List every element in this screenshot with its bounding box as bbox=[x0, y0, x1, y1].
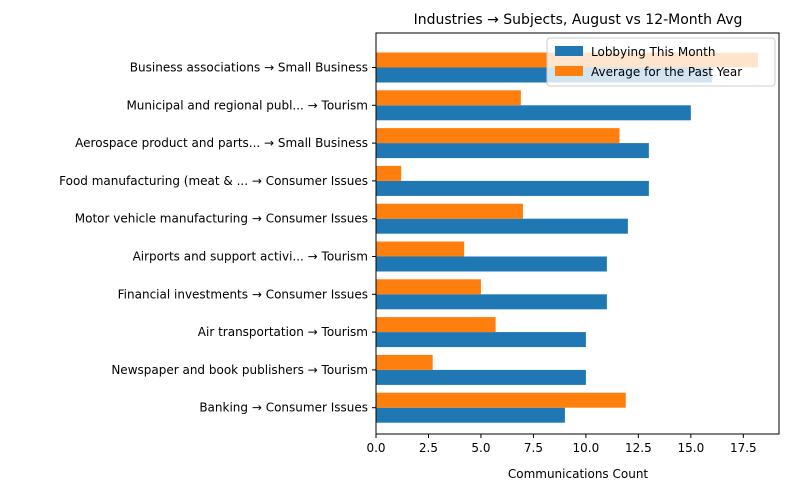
y-tick-label-3: Food manufacturing (meat & ... → Consume… bbox=[59, 174, 368, 188]
bar-this-month-3 bbox=[376, 180, 649, 196]
legend-swatch-0 bbox=[555, 46, 583, 56]
bar-this-month-9 bbox=[376, 407, 565, 423]
legend-swatch-1 bbox=[555, 66, 583, 76]
bar-this-month-2 bbox=[376, 143, 649, 159]
x-tick-label-0: 0.0 bbox=[366, 441, 385, 455]
y-tick-label-0: Business associations → Small Business bbox=[130, 61, 368, 75]
bar-past-year-avg-1 bbox=[376, 90, 521, 106]
legend-label-0: Lobbying This Month bbox=[591, 45, 715, 59]
y-tick-label-8: Newspaper and book publishers → Tourism bbox=[111, 363, 368, 377]
x-tick-label-7: 17.5 bbox=[730, 441, 757, 455]
legend-box bbox=[546, 37, 776, 87]
bar-past-year-avg-5 bbox=[376, 241, 465, 257]
bar-past-year-avg-4 bbox=[376, 203, 523, 219]
bar-past-year-avg-8 bbox=[376, 354, 433, 370]
y-tick-label-6: Financial investments → Consumer Issues bbox=[118, 287, 368, 301]
y-tick-label-9: Banking → Consumer Issues bbox=[199, 401, 368, 415]
x-tick-label-6: 15.0 bbox=[677, 441, 704, 455]
bars-layer bbox=[376, 52, 759, 423]
bar-past-year-avg-7 bbox=[376, 317, 496, 333]
bar-this-month-7 bbox=[376, 332, 586, 348]
bar-this-month-5 bbox=[376, 256, 607, 272]
y-tick-label-5: Airports and support activi... → Tourism bbox=[133, 250, 368, 264]
bar-past-year-avg-9 bbox=[376, 392, 626, 408]
legend: Lobbying This Month Average for the Past … bbox=[546, 37, 776, 87]
bar-past-year-avg-3 bbox=[376, 165, 402, 181]
x-tick-label-3: 7.5 bbox=[524, 441, 543, 455]
bar-this-month-8 bbox=[376, 369, 586, 385]
plot-frame bbox=[375, 32, 780, 435]
bar-this-month-4 bbox=[376, 218, 628, 234]
y-tick-label-1: Municipal and regional publ... → Tourism bbox=[126, 98, 368, 112]
x-tick-label-5: 12.5 bbox=[625, 441, 652, 455]
bar-past-year-avg-2 bbox=[376, 128, 620, 144]
bar-this-month-6 bbox=[376, 294, 607, 310]
x-axis-label: Communications Count bbox=[508, 467, 649, 481]
legend-label-1: Average for the Past Year bbox=[591, 65, 742, 79]
y-tick-label-2: Aerospace product and parts... → Small B… bbox=[75, 136, 368, 150]
x-tick-label-2: 5.0 bbox=[471, 441, 490, 455]
y-ticks: Business associations → Small Business Mu… bbox=[59, 61, 376, 415]
bar-this-month-1 bbox=[376, 105, 691, 121]
x-tick-label-1: 2.5 bbox=[419, 441, 438, 455]
y-tick-label-4: Motor vehicle manufacturing → Consumer I… bbox=[75, 212, 368, 226]
bar-past-year-avg-6 bbox=[376, 279, 481, 295]
y-tick-label-7: Air transportation → Tourism bbox=[198, 325, 368, 339]
chart-title: Industries → Subjects, August vs 12-Mont… bbox=[414, 12, 743, 28]
x-ticks: 0.0 2.5 5.0 7.5 10.0 12.5 15.0 17.5 bbox=[366, 434, 757, 455]
x-tick-label-4: 10.0 bbox=[573, 441, 600, 455]
